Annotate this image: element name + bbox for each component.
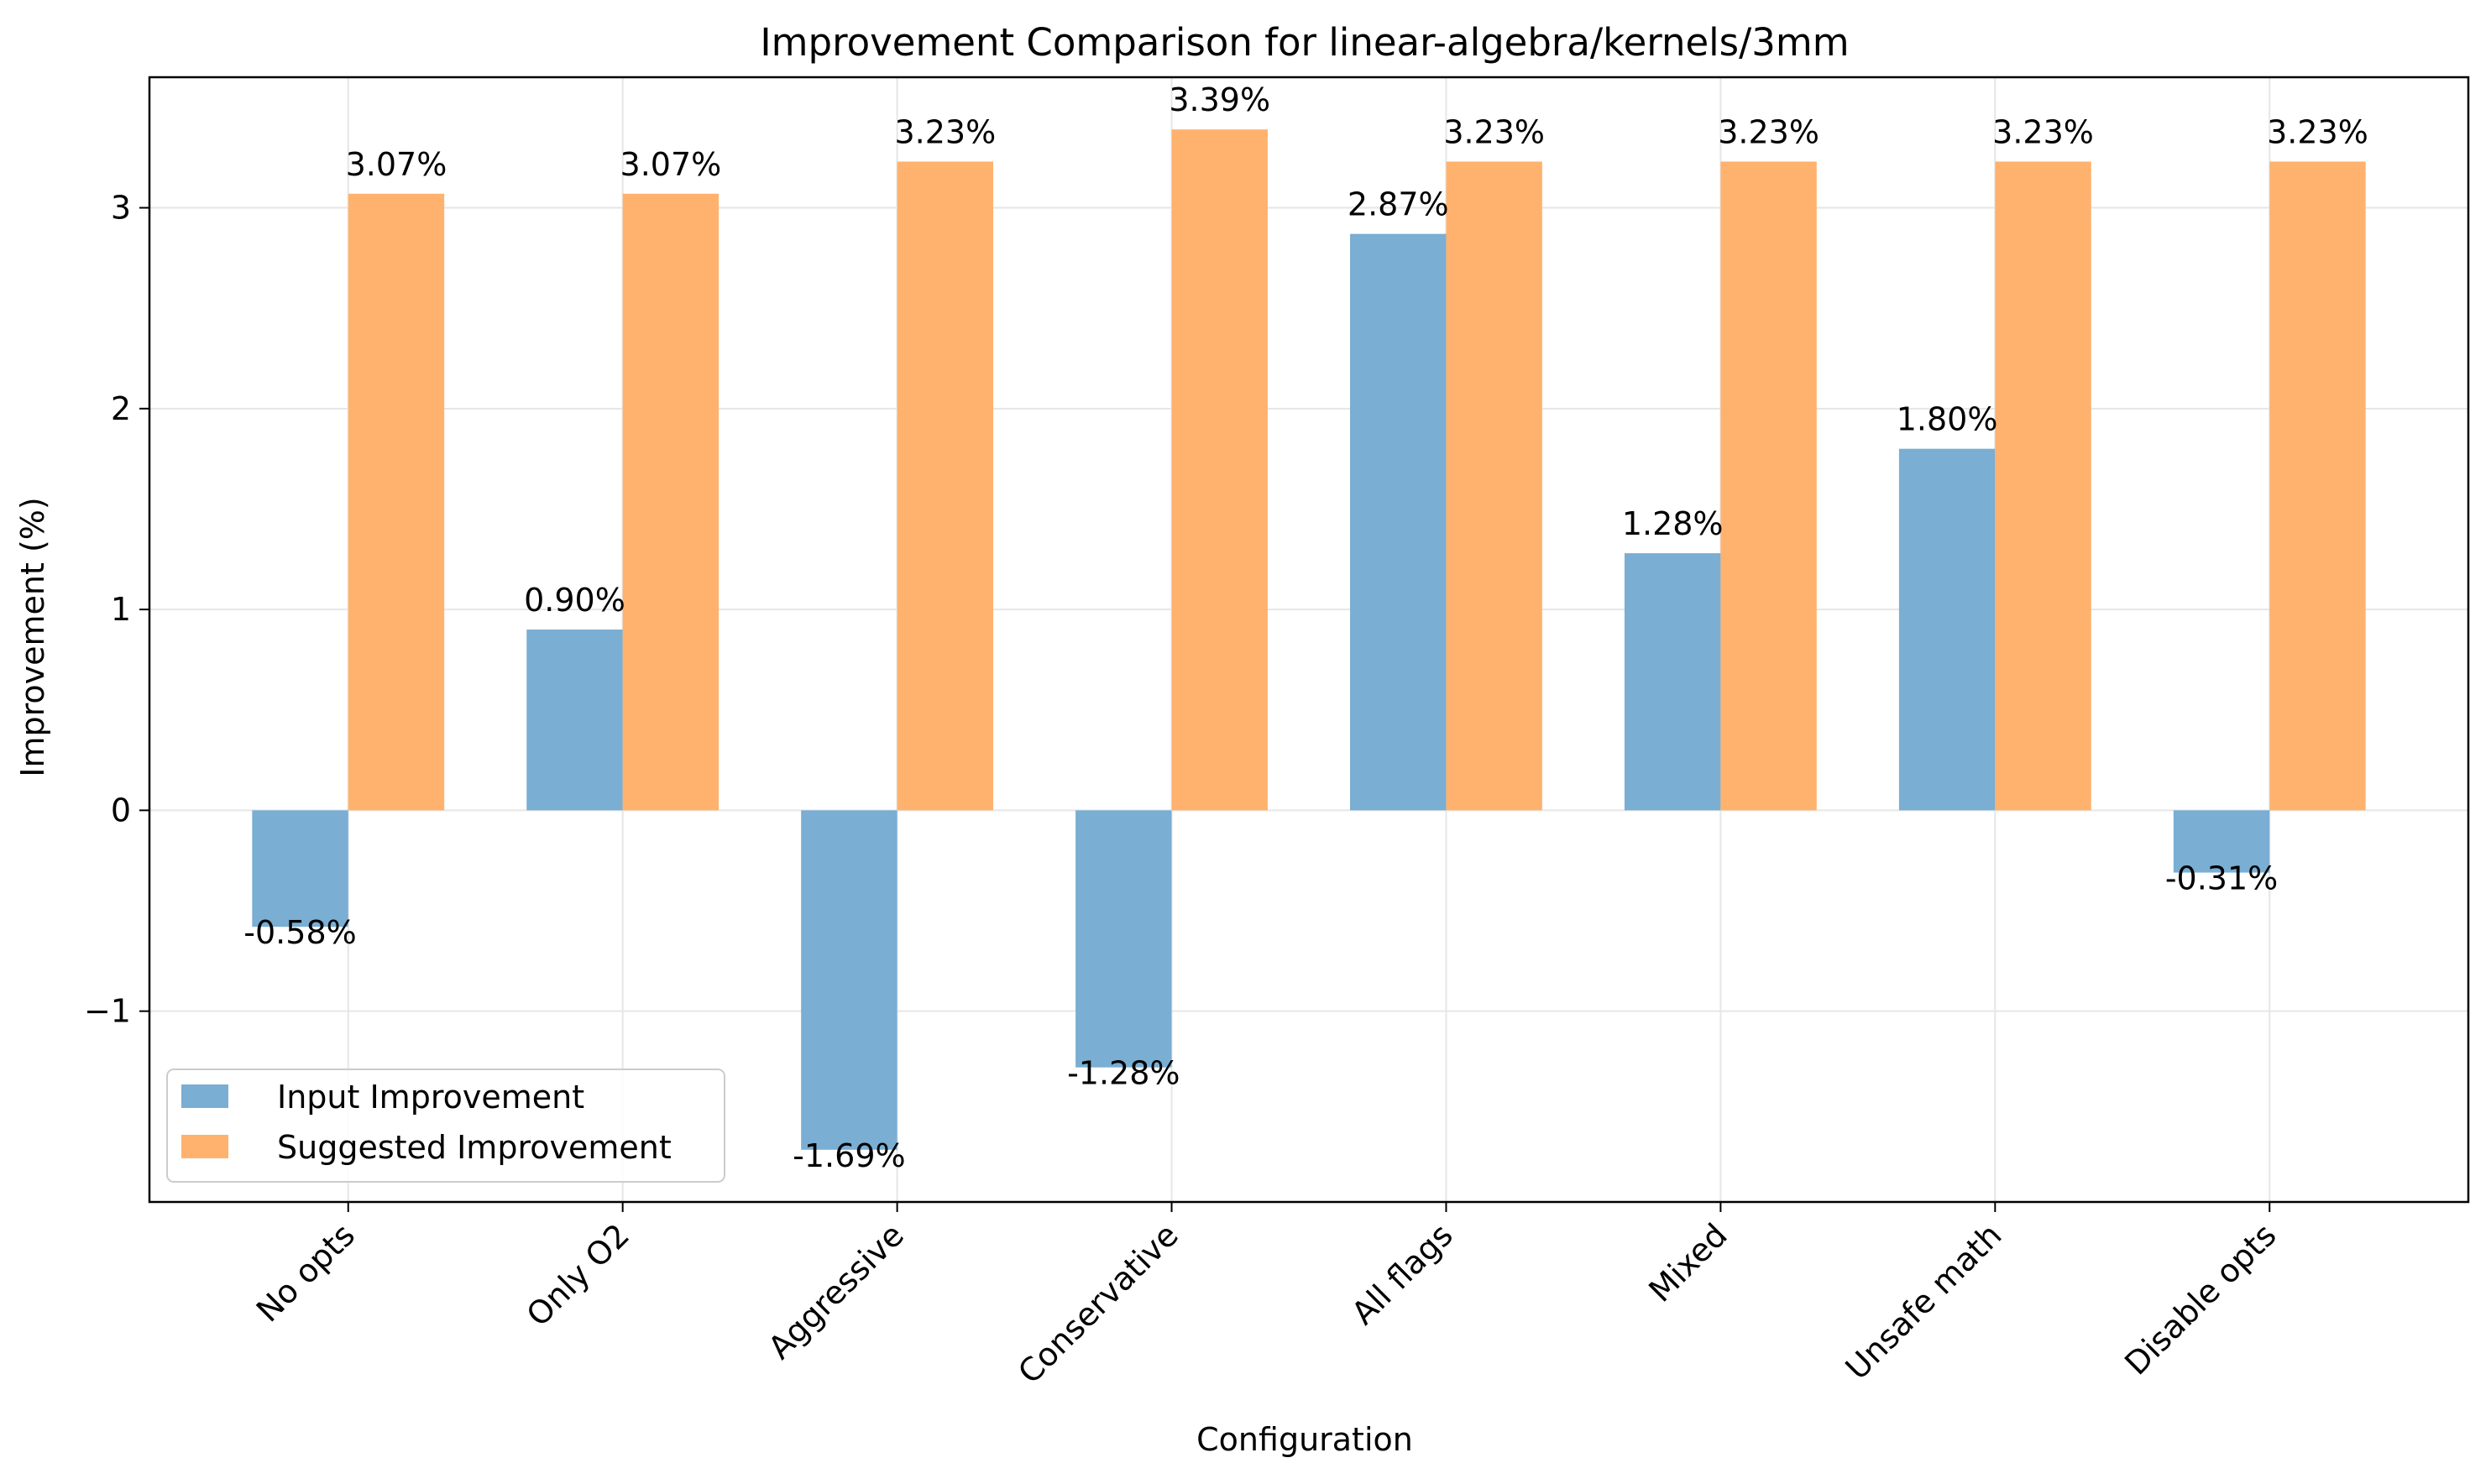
legend-label-input: Input Improvement bbox=[277, 1079, 584, 1116]
legend-box bbox=[166, 1069, 725, 1183]
data-label: -1.69% bbox=[793, 1137, 905, 1174]
y-tick-label: 2 bbox=[111, 390, 131, 427]
data-labels: -0.58% 0.90% -1.69% -1.28% 2.87% 1.28% 1.80% -0… bbox=[243, 81, 2368, 1174]
bar-suggested-improvement bbox=[348, 193, 445, 811]
bar-input-improvement bbox=[252, 810, 348, 928]
bar-input-improvement bbox=[526, 630, 623, 811]
bar-suggested-improvement bbox=[1446, 161, 1542, 811]
data-label: 3.23% bbox=[1718, 114, 1819, 151]
y-tick-label: −1 bbox=[84, 993, 131, 1030]
x-tick-label: No opts bbox=[249, 1216, 362, 1329]
data-label: 3.23% bbox=[1992, 114, 2094, 151]
data-label: 3.23% bbox=[1443, 114, 1545, 151]
legend-label-suggested: Suggested Improvement bbox=[277, 1129, 672, 1166]
bar-input-improvement bbox=[1075, 810, 1172, 1068]
y-tick-label: 1 bbox=[111, 591, 131, 628]
chart-title: Improvement Comparison for linear-algebr… bbox=[760, 20, 1849, 65]
x-tick-label: Aggressive bbox=[761, 1216, 911, 1366]
data-label: 3.07% bbox=[346, 146, 447, 183]
bar-input-improvement bbox=[1624, 553, 1721, 811]
bar-input-improvement bbox=[1898, 448, 1996, 811]
x-tick-label: Disable opts bbox=[2117, 1216, 2283, 1382]
x-tick-label: Conservative bbox=[1011, 1216, 1185, 1391]
data-label: 0.90% bbox=[524, 582, 625, 619]
bar-suggested-improvement bbox=[1720, 161, 1817, 811]
x-tick-label: Only O2 bbox=[520, 1216, 636, 1333]
data-label: -0.58% bbox=[243, 914, 356, 951]
data-label: 3.07% bbox=[620, 146, 722, 183]
bar-input-improvement bbox=[1350, 233, 1447, 811]
bars bbox=[252, 129, 2366, 1150]
legend-swatch-input bbox=[181, 1084, 228, 1108]
y-tick-label: 3 bbox=[111, 190, 131, 227]
data-label: 3.23% bbox=[894, 114, 996, 151]
data-label: 3.39% bbox=[1169, 81, 1270, 118]
bar-input-improvement bbox=[2173, 810, 2270, 873]
bar-suggested-improvement bbox=[897, 161, 994, 811]
bar-suggested-improvement bbox=[2269, 161, 2366, 811]
x-tick-label: Mixed bbox=[1641, 1216, 1734, 1309]
data-label: -1.28% bbox=[1067, 1055, 1180, 1092]
data-label: 1.80% bbox=[1897, 401, 1998, 438]
x-tick-label: Unsafe math bbox=[1839, 1216, 2009, 1387]
data-label: 2.87% bbox=[1348, 186, 1449, 223]
bar-suggested-improvement bbox=[1171, 129, 1268, 811]
bar-suggested-improvement bbox=[1995, 161, 2091, 811]
legend: Input Improvement Suggested Improvement bbox=[166, 1069, 725, 1183]
data-label: 3.23% bbox=[2267, 114, 2368, 151]
bar-suggested-improvement bbox=[622, 193, 720, 811]
y-tick-label: 0 bbox=[111, 792, 131, 828]
data-label: 1.28% bbox=[1622, 505, 1724, 542]
grid bbox=[149, 77, 2468, 1202]
x-axis-label: Configuration bbox=[1196, 1421, 1413, 1458]
y-axis-label: Improvement (%) bbox=[14, 497, 51, 776]
x-tick-label: All flags bbox=[1344, 1216, 1459, 1331]
bar-input-improvement bbox=[801, 810, 897, 1150]
plot-frame bbox=[148, 76, 2470, 1204]
legend-swatch-suggested bbox=[181, 1135, 228, 1158]
data-label: -0.31% bbox=[2165, 860, 2278, 897]
